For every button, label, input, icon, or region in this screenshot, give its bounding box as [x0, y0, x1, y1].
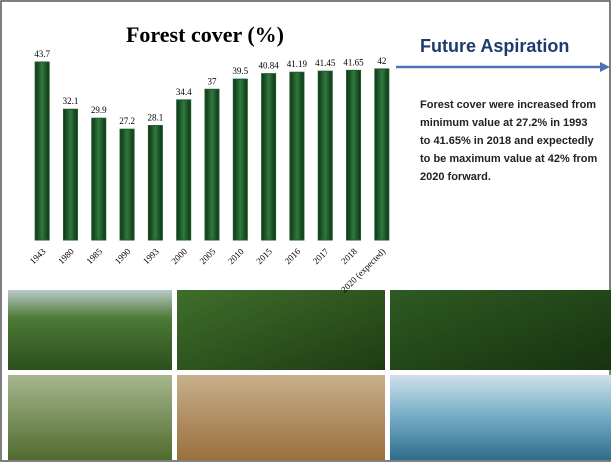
x-tick-label: 2000	[169, 246, 189, 266]
value-label: 39.5	[232, 66, 248, 76]
bar	[147, 125, 163, 241]
value-label: 32.1	[63, 96, 79, 106]
x-tick-label: 1985	[84, 246, 104, 266]
x-tick-label: 2018	[339, 246, 359, 266]
value-label: 43.7	[34, 49, 50, 59]
photo	[390, 375, 611, 460]
bar	[34, 61, 50, 241]
value-label: 40.84	[258, 61, 279, 71]
x-tick-label: 2015	[254, 246, 274, 266]
bar	[232, 78, 248, 241]
bar	[346, 69, 362, 241]
bar	[62, 108, 78, 241]
photo	[390, 290, 611, 370]
photos	[8, 290, 611, 460]
x-tick-label: 2017	[311, 246, 331, 266]
value-label: 42	[377, 56, 386, 66]
photo	[8, 375, 172, 460]
photo	[177, 290, 385, 370]
bar	[204, 88, 220, 241]
arrow-head	[600, 62, 610, 72]
x-tick-label: 1980	[56, 246, 76, 266]
value-label: 34.4	[176, 87, 192, 97]
x-tick-label: 2016	[283, 246, 303, 266]
bar	[176, 99, 192, 241]
x-tick-label: 1990	[113, 246, 133, 266]
value-label: 28.1	[148, 113, 164, 123]
bar	[374, 68, 390, 241]
chart-title: Forest cover (%)	[126, 22, 284, 47]
value-label: 27.2	[119, 116, 135, 126]
aside-text: Forest cover were increased from minimum…	[420, 99, 598, 183]
x-tick-label: 2010	[226, 246, 246, 266]
x-tick-label: 1993	[141, 246, 161, 266]
value-label: 41.65	[343, 57, 364, 67]
value-label: 41.19	[287, 59, 308, 69]
bar	[119, 128, 135, 241]
x-tick-label: 2005	[198, 246, 218, 266]
bar	[261, 73, 277, 241]
value-label: 29.9	[91, 105, 107, 115]
photo	[8, 290, 172, 370]
value-label: 41.45	[315, 58, 336, 68]
bar	[91, 117, 107, 241]
value-label: 37	[208, 76, 218, 86]
bar	[317, 70, 333, 241]
bar	[289, 71, 305, 241]
aside-heading: Future Aspiration	[420, 36, 569, 56]
photo	[177, 375, 385, 460]
x-tick-label: 1943	[28, 246, 48, 266]
